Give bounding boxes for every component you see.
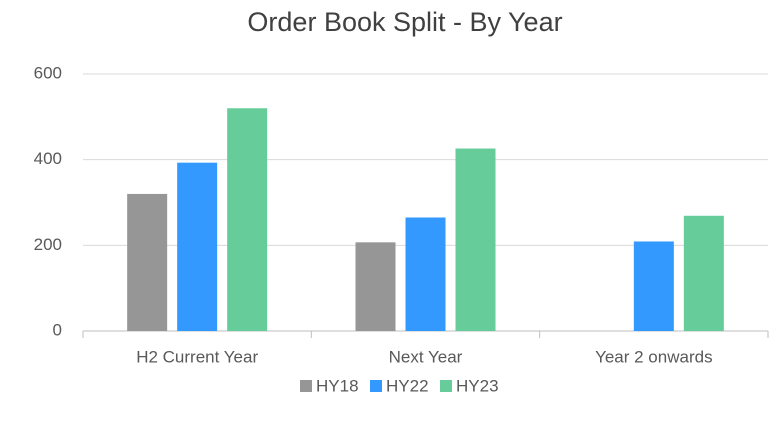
x-tick-label: Year 2 onwards [595,347,713,366]
legend-swatch [300,380,312,392]
y-tick-label: 400 [34,149,62,168]
y-tick-label: 200 [34,235,62,254]
legend-swatch [440,380,452,392]
bar [633,241,674,331]
chart-title: Order Book Split - By Year [247,7,562,37]
y-tick-label: 0 [53,320,62,339]
legend-swatch [370,380,382,392]
legend-label: HY18 [316,376,359,395]
bar [405,217,446,331]
bar [455,148,496,331]
x-tick-label: H2 Current Year [136,347,258,366]
x-tick-label: Next Year [389,347,463,366]
legend-label: HY22 [386,376,429,395]
bar [683,215,724,331]
y-tick-label: 600 [34,63,62,82]
bar [127,193,168,331]
bar [177,162,218,331]
legend-label: HY23 [456,376,499,395]
bar [355,242,396,331]
bar [227,108,268,332]
